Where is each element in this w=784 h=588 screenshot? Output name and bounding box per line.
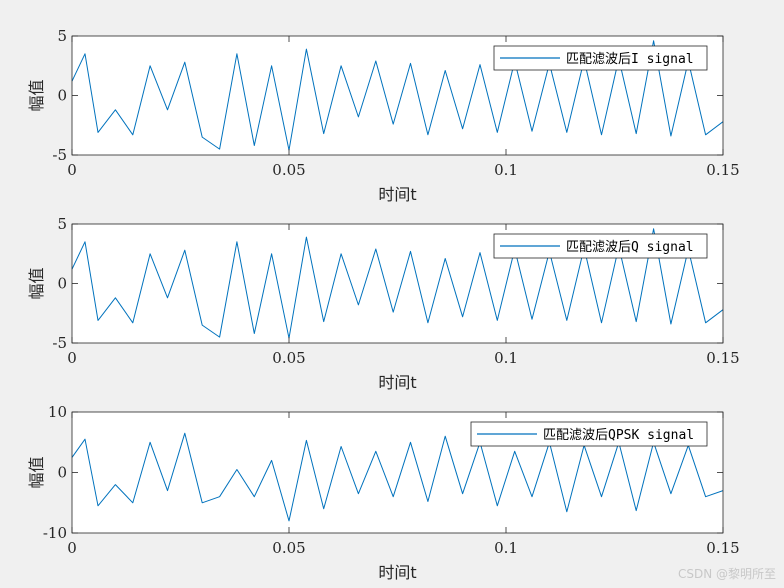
- y-tick-label: 0: [57, 464, 67, 482]
- x-tick-label: 0.1: [494, 349, 518, 367]
- x-tick-label: 0.15: [706, 161, 739, 179]
- x-axis-label: 时间t: [378, 373, 416, 392]
- x-axis-label: 时间t: [378, 185, 416, 204]
- x-axis-label: 时间t: [378, 563, 416, 582]
- legend-label: 匹配滤波后I signal: [566, 52, 694, 67]
- x-tick-label: 0.15: [706, 539, 739, 557]
- y-tick-label: 5: [57, 27, 67, 45]
- legend-label: 匹配滤波后QPSK signal: [543, 428, 694, 443]
- y-tick-label: -5: [52, 334, 67, 352]
- x-tick-label: 0: [67, 349, 77, 367]
- legend: 匹配滤波后Q signal: [493, 233, 708, 259]
- y-tick-label: 10: [48, 403, 67, 421]
- legend: 匹配滤波后I signal: [493, 45, 708, 71]
- y-axis-label: 幅值: [27, 456, 46, 488]
- x-tick-label: 0.05: [272, 539, 305, 557]
- legend: 匹配滤波后QPSK signal: [470, 421, 708, 447]
- y-tick-label: -10: [43, 524, 67, 542]
- x-tick-label: 0.1: [494, 161, 518, 179]
- y-axis-label: 幅值: [27, 267, 46, 299]
- x-tick-label: 0.15: [706, 349, 739, 367]
- y-tick-label: 5: [57, 215, 67, 233]
- x-tick-label: 0.1: [494, 539, 518, 557]
- legend-label: 匹配滤波后Q signal: [566, 240, 694, 255]
- x-tick-label: 0.05: [272, 349, 305, 367]
- series-line: [71, 432, 724, 522]
- watermark: CSDN @黎明所至: [677, 567, 776, 581]
- series-line: [71, 228, 724, 339]
- x-tick-label: 0.05: [272, 161, 305, 179]
- x-tick-label: 0: [67, 161, 77, 179]
- x-tick-label: 0: [67, 539, 77, 557]
- y-tick-label: 0: [57, 275, 67, 293]
- series-line: [71, 40, 724, 151]
- y-tick-label: 0: [57, 87, 67, 105]
- y-tick-label: -5: [52, 146, 67, 164]
- y-axis-label: 幅值: [27, 79, 46, 111]
